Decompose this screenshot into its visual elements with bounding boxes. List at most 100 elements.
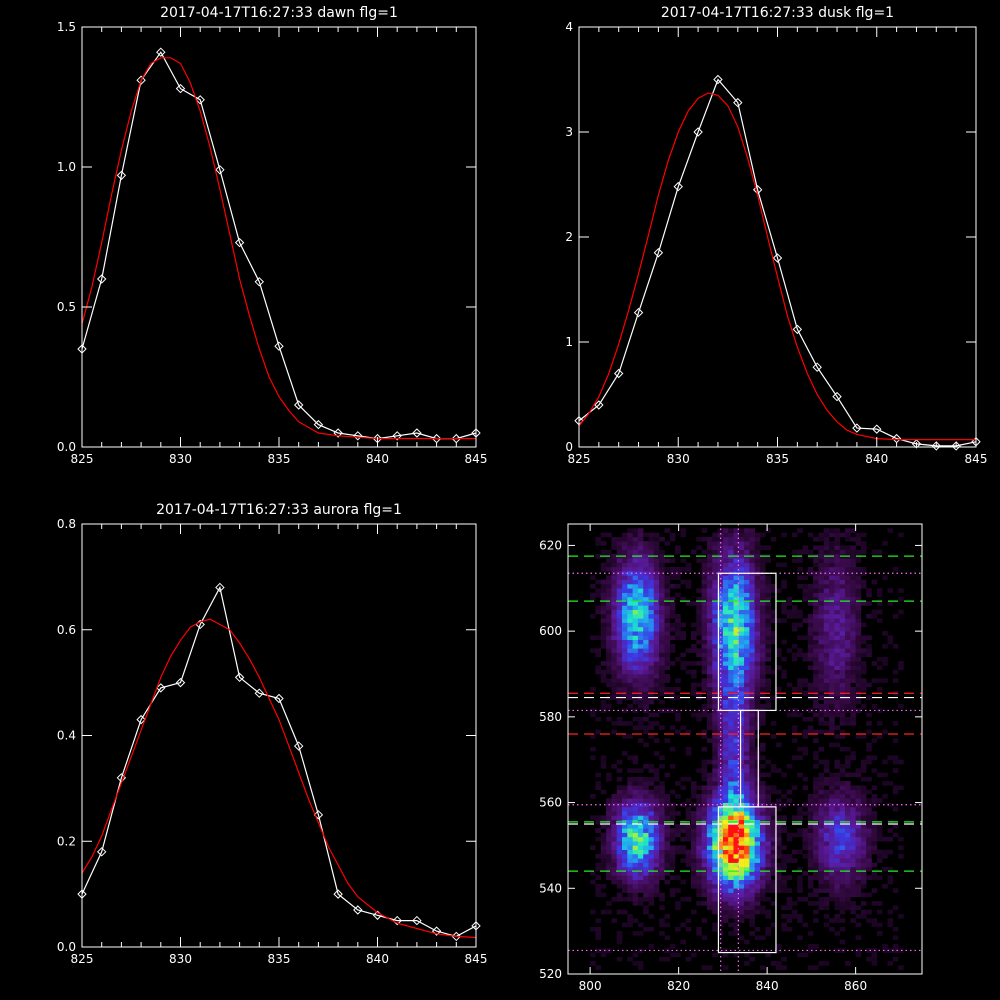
spectrogram-heatmap-cell — [595, 875, 601, 880]
spectrogram-heatmap-cell — [765, 888, 771, 893]
spectrogram-heatmap-cell — [685, 956, 692, 962]
spectrogram-heatmap-cell — [632, 759, 639, 765]
spectrogram-heatmap-cell — [627, 541, 633, 546]
spectrogram-heatmap-cell — [669, 635, 676, 640]
spectrogram-heatmap-cell — [754, 584, 761, 589]
spectrogram-heatmap-cell — [600, 836, 607, 842]
spectrogram-heatmap-cell — [749, 875, 755, 880]
spectrogram-heatmap-cell — [876, 909, 883, 915]
spectrogram-heatmap-cell — [749, 716, 755, 722]
spectrogram-heatmap-cell — [855, 596, 862, 602]
spectrogram-heatmap-cell — [643, 776, 649, 782]
spectrogram-heatmap-cell — [871, 798, 878, 803]
spectrogram-heatmap-cell — [813, 806, 819, 812]
spectrogram-heatmap-cell — [776, 836, 782, 842]
spectrogram-heatmap-cell — [611, 678, 617, 683]
spectrogram-heatmap-cell — [637, 528, 644, 533]
spectrogram-heatmap-cell — [818, 661, 825, 666]
spectrogram-heatmap-cell — [749, 871, 755, 876]
spectrogram-heatmap-cell — [845, 579, 851, 585]
spectrogram-heatmap-cell — [749, 755, 755, 760]
spectrogram-heatmap-cell — [722, 644, 729, 649]
spectrogram-heatmap-cell — [717, 896, 724, 902]
spectrogram-heatmap-cell — [845, 832, 851, 838]
spectrogram-heatmap-cell — [680, 776, 686, 782]
spectrogram-heatmap-cell — [760, 965, 766, 970]
spectrogram-heatmap-cell — [712, 824, 718, 829]
spectrogram-heatmap-cell — [744, 884, 750, 889]
spectrogram-heatmap-cell — [834, 781, 840, 786]
spectrogram-heatmap-cell — [659, 631, 665, 636]
spectrogram-heatmap-cell — [760, 832, 766, 838]
spectrogram-heatmap-cell — [685, 579, 692, 585]
spectrogram-heatmap-cell — [622, 862, 628, 868]
spectrogram-heatmap-cell — [590, 926, 596, 932]
spectrogram-heatmap-cell — [786, 888, 793, 893]
spectrogram-heatmap-cell — [622, 832, 628, 838]
spectrogram-heatmap-cell — [760, 622, 766, 628]
spectrogram-heatmap-cell — [606, 665, 612, 670]
spectrogram-heatmap-cell — [664, 841, 671, 846]
spectrogram-heatmap-cell — [616, 832, 623, 838]
spectrogram-heatmap-cell — [648, 631, 655, 636]
spectrogram-heatmap-cell — [834, 836, 840, 842]
spectrogram-heatmap-cell — [653, 824, 660, 829]
spectrogram-heatmap-cell — [627, 896, 633, 902]
spectrogram-heatmap-cell — [632, 669, 639, 675]
spectrogram-heatmap-cell — [733, 926, 740, 932]
spectrogram-heatmap-cell — [781, 905, 787, 910]
spectrogram-heatmap-cell — [738, 888, 745, 893]
spectrogram-heatmap-cell — [791, 614, 798, 619]
spectrogram-heatmap-cell — [600, 892, 607, 898]
spectrogram-heatmap-cell — [706, 584, 713, 589]
spectrogram-heatmap-cell — [823, 644, 830, 649]
spectrogram-heatmap-cell — [733, 601, 740, 606]
spectrogram-heatmap-cell — [733, 905, 740, 910]
spectrogram-heatmap-cell — [728, 541, 734, 546]
spectrogram-heatmap-cell — [733, 798, 740, 803]
spectrogram-heatmap-cell — [722, 596, 729, 602]
spectrogram-heatmap-cell — [738, 759, 745, 765]
spectrogram-heatmap-cell — [643, 618, 649, 623]
spectrogram-heatmap-cell — [845, 901, 851, 906]
spectrogram-heatmap-cell — [691, 841, 697, 846]
spectrogram-heatmap-cell — [754, 639, 761, 645]
spectrogram-heatmap-cell — [728, 614, 734, 619]
spectrogram-heatmap-cell — [606, 772, 612, 778]
spectrogram-heatmap-cell — [643, 669, 649, 675]
spectrogram-heatmap-cell — [706, 785, 713, 790]
spectrogram-heatmap-cell — [754, 541, 761, 546]
spectrogram-heatmap-cell — [818, 592, 825, 598]
spectrogram-heatmap-cell — [622, 541, 628, 546]
spectrogram-heatmap-cell — [876, 858, 883, 863]
spectrogram-heatmap-cell — [839, 828, 846, 833]
spectrogram-heatmap-cell — [701, 648, 708, 653]
spectrogram-heatmap-cell — [669, 661, 676, 666]
spectrogram-heatmap-cell — [829, 742, 835, 748]
spectrogram-heatmap-cell — [786, 926, 793, 932]
spectrogram-heatmap-cell — [823, 699, 830, 705]
spectrogram-heatmap-cell — [765, 909, 771, 915]
spectrogram-heatmap-cell — [760, 584, 766, 589]
spectrogram-heatmap-cell — [717, 884, 724, 889]
spectrogram-heatmap-cell — [627, 806, 633, 812]
spectrogram-heatmap-cell — [706, 639, 713, 645]
spectrogram-heatmap-cell — [823, 704, 830, 709]
spectrogram-heatmap-cell — [733, 888, 740, 893]
spectrogram-heatmap-cell — [632, 781, 639, 786]
spectrogram-heatmap-cell — [669, 626, 676, 632]
spectrogram-heatmap-cell — [648, 686, 655, 692]
spectrogram-heatmap-cell — [760, 601, 766, 606]
spectrogram-heatmap-cell — [722, 725, 729, 730]
spectrogram-heatmap-cell — [834, 798, 840, 803]
spectrogram-heatmap-cell — [813, 828, 819, 833]
spectrogram-heatmap-cell — [839, 918, 846, 923]
spectrogram-heatmap-cell — [606, 596, 612, 602]
spectrogram-heatmap-cell — [839, 545, 846, 550]
spectrogram-heatmap-cell — [829, 828, 835, 833]
spectrogram-heatmap-cell — [749, 832, 755, 838]
spectrogram-heatmap-cell — [765, 614, 771, 619]
spectrogram-heatmap-cell — [839, 836, 846, 842]
spectrogram-heatmap-cell — [669, 875, 676, 880]
spectrogram-heatmap-cell — [807, 708, 814, 713]
